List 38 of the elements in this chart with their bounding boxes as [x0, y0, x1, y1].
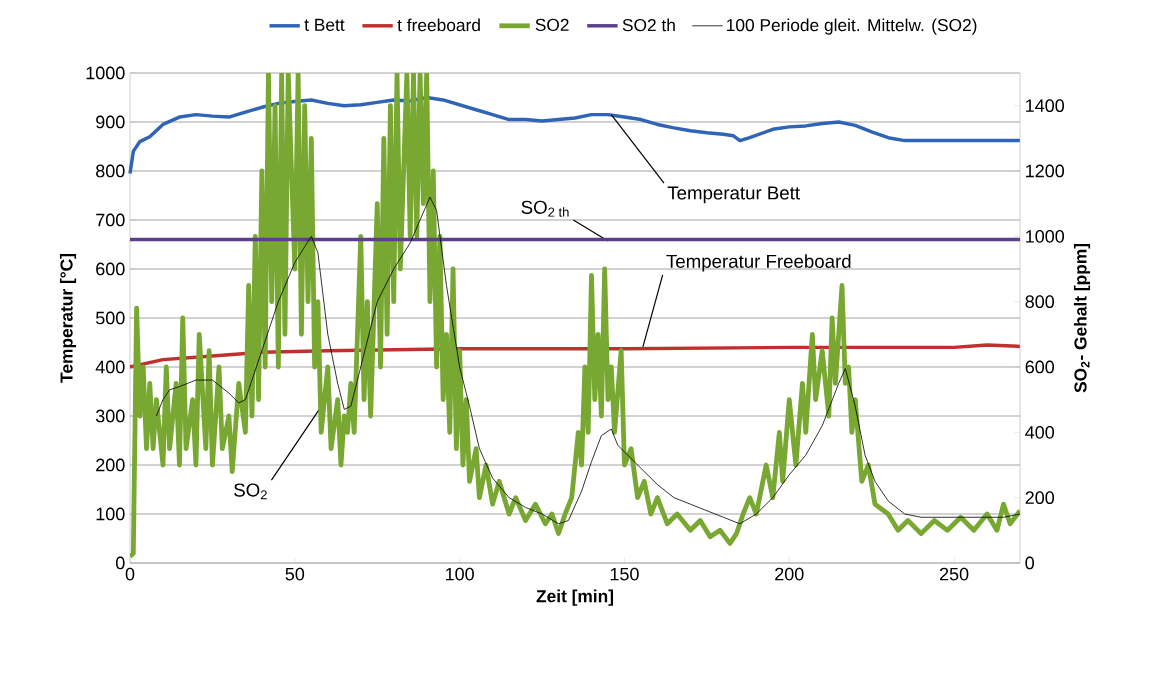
y2-tick-label: 0 — [1025, 556, 1035, 570]
y-tick-label: 1000 — [86, 66, 125, 80]
annotation: SO$_{2 th}$ — [521, 200, 569, 217]
y2-tick-label: 400 — [1025, 425, 1055, 439]
y-tick-label: 700 — [96, 213, 125, 227]
legend-label: SO2 th — [622, 18, 675, 32]
annotation: Temperatur Bett — [667, 186, 800, 204]
x-axis-title: Zeit [min] — [536, 589, 614, 606]
x-tick-label: 150 — [610, 567, 639, 581]
y-tick-label: 600 — [96, 262, 125, 276]
y2-tick-label: 1000 — [1026, 229, 1065, 243]
line-series — [130, 72, 1020, 559]
y-tick-label: 100 — [96, 507, 125, 521]
annotation: SO$_{2}$ — [234, 483, 267, 500]
y-tick-label: 500 — [95, 311, 125, 325]
y-tick-label: 0 — [116, 556, 125, 570]
y-tick-label: 300 — [95, 409, 125, 423]
legend-label: t Bett — [304, 18, 345, 31]
y2-tick-label: 800 — [1025, 295, 1055, 309]
legend-label: SO2 — [535, 18, 569, 32]
x-tick-label: 0 — [125, 567, 135, 581]
x-tick-label: 50 — [285, 567, 305, 581]
x-tick-label: 200 — [775, 567, 804, 581]
y-tick-label: 400 — [95, 360, 125, 374]
y2-axis-title: SO$_{2}$- Gehalt [ppm] — [1073, 243, 1091, 393]
y-tick-label: 900 — [96, 115, 125, 129]
y2-tick-label: 1400 — [1026, 99, 1065, 113]
annotation: Temperatur Freeboard — [666, 254, 851, 272]
legend-label: t freeboard — [397, 18, 480, 32]
x-tick-label: 100 — [446, 567, 474, 581]
y-axis-title: Temperatur [°C] — [59, 254, 77, 383]
y-tick-label: 200 — [96, 458, 125, 472]
y2-tick-label: 1200 — [1026, 164, 1065, 178]
legend-label: 100 Periode gleit. Mittelw. (SO2) — [727, 18, 977, 35]
y-tick-label: 800 — [96, 164, 125, 178]
y2-tick-label: 200 — [1025, 491, 1055, 505]
x-tick-label: 250 — [939, 567, 969, 581]
y2-tick-label: 600 — [1025, 360, 1055, 374]
